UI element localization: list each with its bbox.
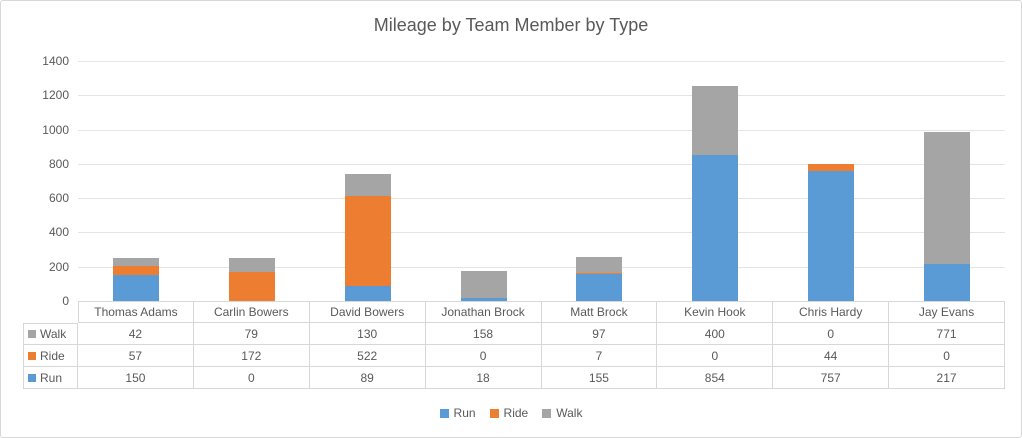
legend-label: Ride: [503, 406, 529, 420]
table-row-label-walk: Walk: [23, 323, 78, 345]
bar-segment-walk[interactable]: [924, 131, 971, 264]
table-cell-ride-5: 0: [657, 345, 774, 367]
bar-thomas-adams[interactable]: [112, 258, 159, 301]
bar-segment-ride[interactable]: [344, 196, 391, 286]
table-cell-ride-0: 57: [78, 345, 194, 367]
data-table: Thomas Adams Carlin Bowers David Bowers Jon…: [23, 301, 1005, 389]
table-cell-walk-0: 42: [78, 323, 194, 345]
table-header-jay-evans: Jay Evans: [889, 301, 1005, 323]
bar-segment-walk[interactable]: [228, 257, 275, 272]
table-cell-walk-2: 130: [309, 323, 426, 345]
table-cell-run-2: 89: [309, 367, 426, 389]
bar-segment-walk[interactable]: [460, 270, 507, 298]
chart-legend: Run Ride Walk: [1, 406, 1021, 420]
table-cell-walk-5: 400: [657, 323, 774, 345]
bar-segment-run[interactable]: [692, 154, 739, 301]
legend-key-ride-icon: [489, 408, 499, 418]
bar-segment-run[interactable]: [344, 285, 391, 301]
y-axis-tick-label: 400: [48, 225, 69, 240]
table-header-david-bowers: David Bowers: [309, 301, 426, 323]
table-cell-run-4: 155: [541, 367, 658, 389]
bar-david-bowers[interactable]: [344, 173, 391, 301]
table-cell-ride-3: 0: [425, 345, 542, 367]
table-cell-run-3: 18: [425, 367, 542, 389]
table-header-carlin-bowers: Carlin Bowers: [193, 301, 310, 323]
bar-segment-run[interactable]: [924, 263, 971, 301]
bar-segment-ride[interactable]: [112, 265, 159, 276]
y-axis-tick-label: 0: [62, 294, 69, 308]
gridline: [78, 198, 1005, 200]
y-axis-tick-label: 1200: [42, 88, 69, 103]
table-row-label-ride: Ride: [23, 345, 78, 367]
table-cell-walk-1: 79: [193, 323, 310, 345]
table-cell-run-5: 854: [657, 367, 774, 389]
table-cell-run-0: 150: [78, 367, 194, 389]
y-axis-tick-label: 200: [48, 259, 69, 274]
gridline: [78, 95, 1005, 97]
bar-segment-run[interactable]: [576, 274, 623, 301]
legend-item-ride[interactable]: Ride: [489, 406, 529, 420]
gridline: [78, 232, 1005, 234]
bar-segment-walk[interactable]: [112, 258, 159, 266]
bar-segment-run[interactable]: [460, 297, 507, 301]
table-cell-walk-6: 0: [773, 323, 890, 345]
legend-key-run-icon: [439, 408, 449, 418]
y-axis-tick-label: 600: [48, 191, 69, 206]
table-row-label-run: Run: [23, 367, 78, 389]
legend-item-run[interactable]: Run: [439, 406, 476, 420]
bar-kevin-hook[interactable]: [692, 86, 739, 301]
legend-key-walk-icon: [28, 330, 36, 338]
plot-area: [78, 61, 1005, 301]
bar-segment-ride[interactable]: [576, 273, 623, 275]
table-cell-run-7: 217: [889, 367, 1005, 389]
chart-title: Mileage by Team Member by Type: [373, 15, 649, 35]
legend-key-walk-icon: [542, 408, 552, 418]
bar-carlin-bowers[interactable]: [228, 257, 275, 301]
bar-chris-hardy[interactable]: [808, 163, 855, 301]
bar-segment-ride[interactable]: [228, 271, 275, 301]
y-axis-tick-label: 1000: [42, 122, 69, 137]
bar-segment-walk[interactable]: [344, 173, 391, 197]
gridline: [78, 129, 1005, 131]
table-cell-walk-3: 158: [425, 323, 542, 345]
table-header-chris-hardy: Chris Hardy: [773, 301, 890, 323]
bar-segment-walk[interactable]: [576, 256, 623, 274]
gridline: [78, 61, 1005, 62]
bar-jonathan-brock[interactable]: [460, 270, 507, 301]
table-row-label-text: Walk: [40, 327, 67, 341]
gridline: [78, 163, 1005, 165]
table-corner-cell: [23, 301, 78, 323]
table-cell-ride-2: 522: [309, 345, 426, 367]
table-header-matt-brock: Matt Brock: [541, 301, 658, 323]
table-header-jonathan-brock: Jonathan Brock: [425, 301, 542, 323]
legend-key-ride-icon: [28, 351, 36, 360]
legend-label: Run: [453, 406, 476, 420]
table-cell-walk-4: 97: [541, 323, 658, 345]
table-cell-walk-7: 771: [889, 323, 1005, 345]
table-header-kevin-hook: Kevin Hook: [657, 301, 774, 323]
y-axis-tick-label: 1400: [42, 54, 69, 68]
bar-segment-run[interactable]: [808, 171, 855, 301]
table-cell-ride-7: 0: [889, 345, 1005, 367]
table-cell-ride-6: 44: [773, 345, 890, 367]
table-cell-ride-1: 172: [193, 345, 310, 367]
table-header-thomas-adams: Thomas Adams: [78, 301, 194, 323]
bar-jay-evans[interactable]: [924, 131, 971, 301]
gridline: [78, 266, 1005, 268]
bar-segment-ride[interactable]: [808, 163, 855, 172]
table-row-label-text: Ride: [40, 348, 65, 363]
bar-segment-run[interactable]: [112, 275, 159, 301]
bar-segment-walk[interactable]: [692, 86, 739, 155]
table-cell-run-1: 0: [193, 367, 310, 389]
table-cell-ride-4: 7: [541, 345, 658, 367]
legend-label: Walk: [556, 406, 583, 420]
legend-key-run-icon: [28, 373, 36, 382]
table-cell-run-6: 757: [773, 367, 890, 389]
bar-matt-brock[interactable]: [576, 256, 623, 301]
y-axis-tick-label: 800: [48, 156, 69, 171]
legend-item-walk[interactable]: Walk: [542, 406, 582, 420]
table-row-label-text: Run: [40, 370, 63, 385]
